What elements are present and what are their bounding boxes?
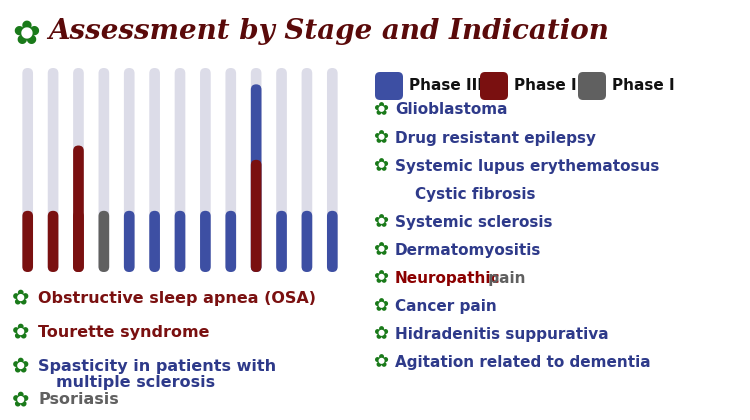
Text: Phase III: Phase III: [409, 79, 483, 94]
Text: ✿: ✿: [373, 325, 388, 343]
FancyBboxPatch shape: [124, 211, 134, 272]
Text: Obstructive sleep apnea (OSA): Obstructive sleep apnea (OSA): [38, 291, 316, 305]
Text: ✿: ✿: [373, 129, 388, 147]
FancyBboxPatch shape: [74, 145, 84, 272]
FancyBboxPatch shape: [200, 68, 211, 272]
FancyBboxPatch shape: [578, 72, 606, 100]
Text: Spasticity in patients with: Spasticity in patients with: [38, 359, 276, 373]
FancyBboxPatch shape: [22, 211, 33, 272]
Text: multiple sclerosis: multiple sclerosis: [56, 375, 215, 389]
Text: ✿: ✿: [373, 101, 388, 119]
FancyBboxPatch shape: [74, 211, 84, 272]
FancyBboxPatch shape: [74, 68, 84, 272]
Text: Cancer pain: Cancer pain: [395, 299, 496, 313]
FancyBboxPatch shape: [149, 68, 160, 272]
Text: Drug resistant epilepsy: Drug resistant epilepsy: [395, 131, 596, 145]
FancyBboxPatch shape: [48, 211, 58, 272]
FancyBboxPatch shape: [149, 211, 160, 272]
Text: ✿: ✿: [373, 353, 388, 371]
FancyBboxPatch shape: [276, 68, 286, 272]
FancyBboxPatch shape: [175, 68, 185, 272]
Text: Hidradenitis suppurativa: Hidradenitis suppurativa: [395, 326, 609, 341]
Text: pain: pain: [483, 270, 526, 286]
Text: ✿: ✿: [12, 322, 29, 342]
Text: Systemic sclerosis: Systemic sclerosis: [395, 215, 553, 229]
FancyBboxPatch shape: [302, 211, 312, 272]
FancyBboxPatch shape: [251, 160, 262, 272]
Text: ✿: ✿: [373, 269, 388, 287]
Text: ✿: ✿: [12, 18, 40, 51]
FancyBboxPatch shape: [251, 84, 262, 272]
FancyBboxPatch shape: [124, 68, 134, 272]
FancyBboxPatch shape: [22, 68, 33, 272]
Text: Neuropathic: Neuropathic: [395, 270, 500, 286]
Text: Tourette syndrome: Tourette syndrome: [38, 325, 209, 339]
Text: ✿: ✿: [12, 390, 29, 410]
FancyBboxPatch shape: [327, 211, 338, 272]
Text: ✿: ✿: [373, 297, 388, 315]
FancyBboxPatch shape: [175, 211, 185, 272]
Text: Agitation related to dementia: Agitation related to dementia: [395, 354, 650, 370]
Text: ✿: ✿: [373, 213, 388, 231]
Text: Psoriasis: Psoriasis: [38, 393, 119, 407]
Text: Assessment by Stage and Indication: Assessment by Stage and Indication: [48, 18, 609, 45]
FancyBboxPatch shape: [98, 211, 109, 272]
FancyBboxPatch shape: [302, 68, 312, 272]
FancyBboxPatch shape: [480, 72, 508, 100]
Text: ✿: ✿: [373, 241, 388, 259]
FancyBboxPatch shape: [98, 68, 109, 272]
Text: Systemic lupus erythematosus: Systemic lupus erythematosus: [395, 158, 659, 173]
FancyBboxPatch shape: [276, 211, 286, 272]
FancyBboxPatch shape: [327, 68, 338, 272]
Text: ✿: ✿: [373, 157, 388, 175]
Text: Glioblastoma: Glioblastoma: [395, 102, 508, 118]
Text: Phase I: Phase I: [612, 79, 675, 94]
Text: ✿: ✿: [12, 288, 29, 308]
FancyBboxPatch shape: [48, 68, 58, 272]
FancyBboxPatch shape: [226, 68, 236, 272]
Text: Phase II: Phase II: [514, 79, 582, 94]
FancyBboxPatch shape: [251, 68, 262, 272]
Text: ✿: ✿: [12, 356, 29, 376]
Text: Cystic fibrosis: Cystic fibrosis: [415, 186, 536, 202]
FancyBboxPatch shape: [375, 72, 403, 100]
FancyBboxPatch shape: [226, 211, 236, 272]
Text: Dermatomyositis: Dermatomyositis: [395, 242, 542, 257]
FancyBboxPatch shape: [200, 211, 211, 272]
